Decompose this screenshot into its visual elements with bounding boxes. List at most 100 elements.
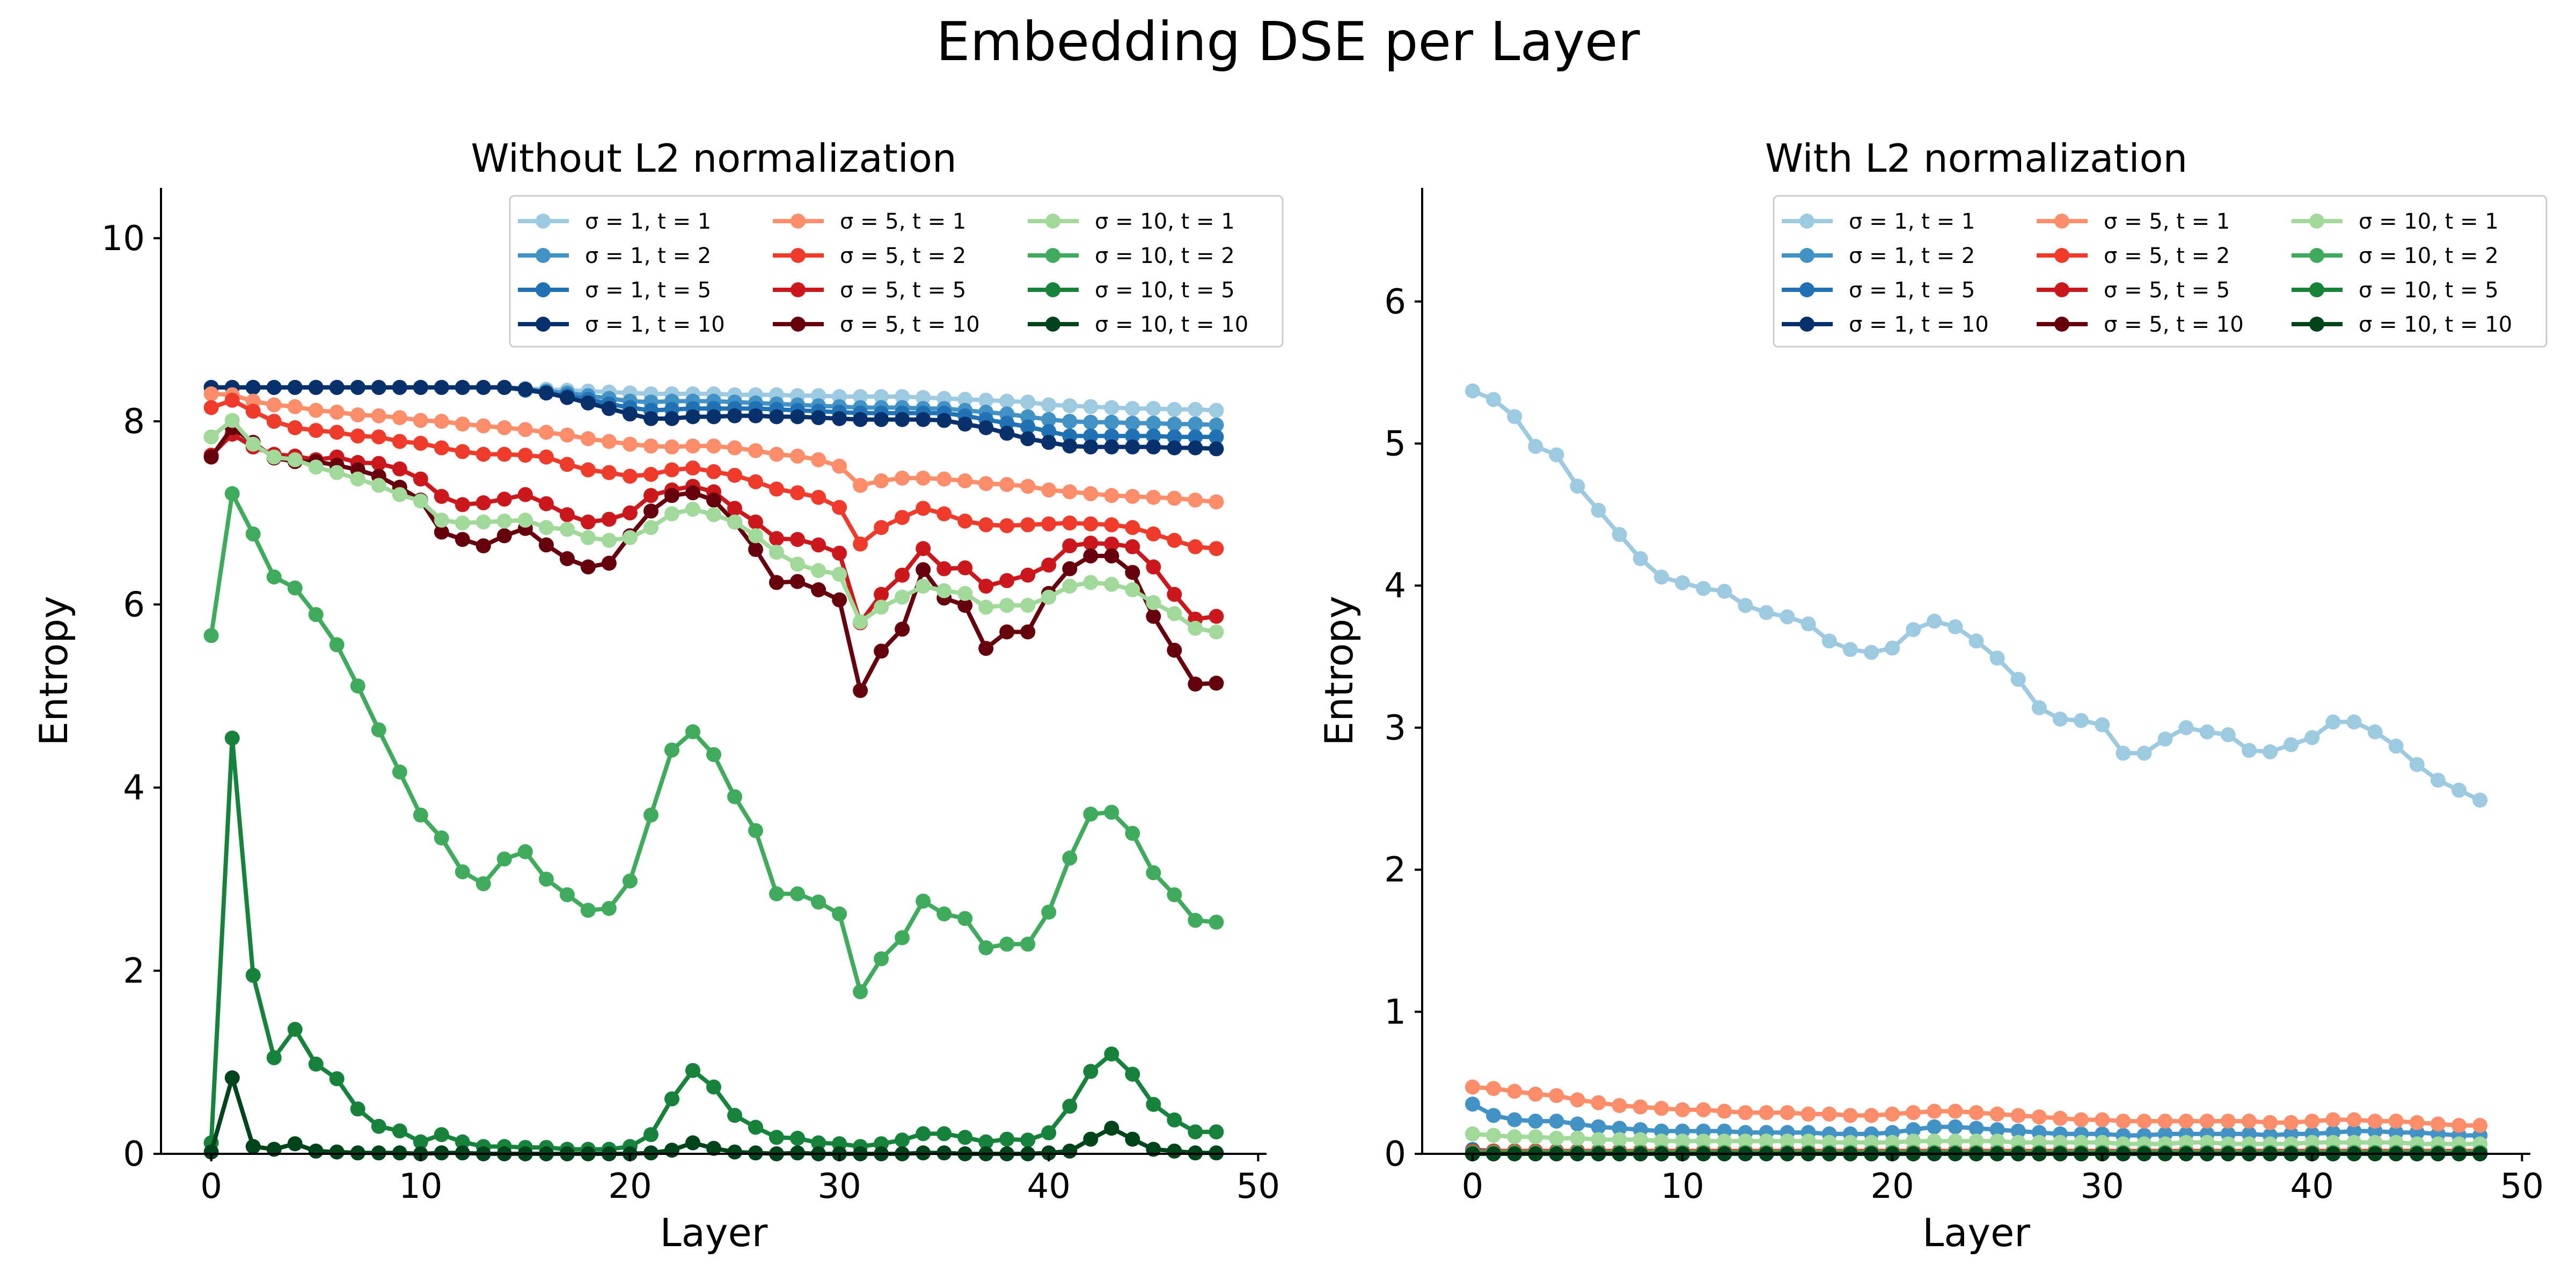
data-point xyxy=(2388,738,2404,754)
data-point xyxy=(245,436,261,452)
data-point xyxy=(1675,575,1690,590)
legend-item: σ = 5, t = 10 xyxy=(773,312,980,337)
data-point xyxy=(538,449,554,465)
legend-swatch-marker xyxy=(536,282,551,297)
data-point xyxy=(2220,1114,2236,1129)
legend-item: σ = 10, t = 10 xyxy=(1028,312,1248,337)
data-point xyxy=(1167,606,1182,621)
data-point xyxy=(350,471,365,487)
x-tick-label: 20 xyxy=(1870,1167,1914,1206)
data-point xyxy=(329,637,345,653)
data-point xyxy=(1486,1108,1501,1123)
legend-item: σ = 10, t = 1 xyxy=(1028,209,1235,234)
data-point xyxy=(413,807,428,823)
legend-label: σ = 10, t = 5 xyxy=(2359,278,2499,303)
data-point xyxy=(413,413,428,428)
data-point xyxy=(1188,620,1203,636)
series-path xyxy=(1472,389,2481,802)
data-point xyxy=(916,579,931,594)
data-point xyxy=(1104,804,1119,820)
y-tick-label: 0 xyxy=(1384,1135,1406,1174)
data-point xyxy=(2116,745,2131,761)
data-point xyxy=(1146,401,1161,416)
data-point xyxy=(895,567,910,583)
data-point xyxy=(853,614,868,630)
data-point xyxy=(1612,1121,1627,1136)
data-point xyxy=(1146,526,1161,541)
data-point xyxy=(1125,539,1140,554)
data-point xyxy=(936,906,952,921)
data-point xyxy=(1759,1105,1774,1121)
data-point xyxy=(1083,428,1099,444)
data-point xyxy=(1717,1103,1732,1119)
data-point xyxy=(727,408,742,423)
data-point xyxy=(748,443,763,458)
data-point xyxy=(287,580,303,596)
data-point xyxy=(2178,720,2194,735)
x-tick-label: 50 xyxy=(2500,1167,2544,1206)
data-point xyxy=(2031,700,2047,715)
data-point xyxy=(1188,912,1203,928)
data-point xyxy=(685,501,700,517)
data-point xyxy=(1821,633,1837,649)
data-point xyxy=(664,506,679,522)
data-point xyxy=(2284,1115,2299,1130)
data-point xyxy=(769,409,784,425)
data-point xyxy=(1041,589,1057,605)
data-point xyxy=(2346,714,2362,730)
data-point xyxy=(936,583,952,598)
data-point xyxy=(2157,1114,2173,1129)
data-point xyxy=(1759,605,1774,620)
data-point xyxy=(895,930,910,946)
data-point xyxy=(1989,650,2005,666)
legend-label: σ = 5, t = 1 xyxy=(2104,209,2230,234)
data-point xyxy=(1146,415,1161,431)
legend-item: σ = 1, t = 5 xyxy=(518,278,711,303)
data-point xyxy=(1020,624,1036,640)
data-point xyxy=(1465,1126,1480,1141)
data-point xyxy=(287,1022,303,1037)
legend-item: σ = 5, t = 1 xyxy=(2037,209,2230,234)
y-tick-label: 2 xyxy=(1384,851,1406,890)
data-point xyxy=(245,968,261,983)
data-point xyxy=(769,545,784,560)
data-point xyxy=(1125,439,1140,455)
x-tick-label: 30 xyxy=(817,1167,861,1206)
data-point xyxy=(790,886,806,902)
panel-with-l2: With L2 normalization 0 10 20 30 40 50 0 1 2 3 4 5 6 L… xyxy=(1316,136,2548,1255)
data-point xyxy=(308,1056,324,1072)
legend-item: σ = 1, t = 1 xyxy=(1782,209,1975,234)
y-tick-label: 6 xyxy=(123,585,145,625)
data-point xyxy=(685,409,700,425)
data-point xyxy=(266,569,282,585)
data-point xyxy=(203,1144,219,1160)
data-point xyxy=(371,1118,386,1134)
data-point xyxy=(517,422,533,437)
legend-label: σ = 10, t = 10 xyxy=(1095,312,1248,337)
data-point xyxy=(643,503,658,519)
data-point xyxy=(978,599,994,615)
series-line xyxy=(1465,383,2488,808)
legend-swatch-marker xyxy=(1045,317,1060,332)
data-point xyxy=(2095,717,2110,733)
data-point xyxy=(538,425,554,440)
legend-item: σ = 1, t = 5 xyxy=(1782,278,1975,303)
x-axis-title: Layer xyxy=(660,1210,768,1255)
data-point xyxy=(496,447,512,462)
data-point xyxy=(1167,532,1182,548)
data-point xyxy=(853,984,868,999)
legend-label: σ = 5, t = 2 xyxy=(2104,244,2230,268)
data-point xyxy=(748,1119,763,1135)
data-point xyxy=(1167,642,1182,658)
data-point xyxy=(475,379,491,395)
series-group xyxy=(1465,383,2488,1161)
data-point xyxy=(999,426,1015,441)
data-point xyxy=(832,906,847,921)
data-point xyxy=(1801,1133,1816,1149)
x-tick-label: 10 xyxy=(1660,1167,1704,1206)
data-point xyxy=(1989,1133,2005,1149)
data-point xyxy=(580,395,596,411)
data-point xyxy=(769,481,784,497)
y-tick-label: 4 xyxy=(1384,566,1406,606)
data-point xyxy=(1906,622,1921,638)
